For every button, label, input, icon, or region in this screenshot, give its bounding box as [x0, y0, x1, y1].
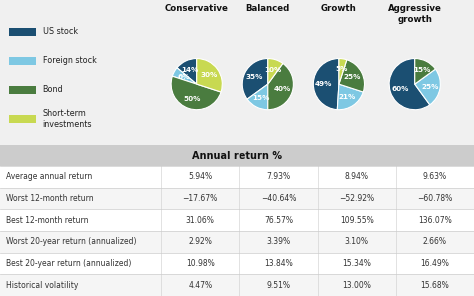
Text: 15.34%: 15.34%: [342, 259, 371, 268]
Text: 2.92%: 2.92%: [188, 237, 212, 246]
Text: Worst 12-month return: Worst 12-month return: [6, 194, 93, 203]
Text: 50%: 50%: [183, 96, 201, 102]
Text: 49%: 49%: [315, 81, 332, 87]
Text: −17.67%: −17.67%: [182, 194, 218, 203]
Text: 13.84%: 13.84%: [264, 259, 293, 268]
Text: 6%: 6%: [177, 74, 190, 80]
Text: 25%: 25%: [344, 74, 361, 80]
Text: 15%: 15%: [252, 95, 270, 101]
Text: 136.07%: 136.07%: [418, 216, 452, 225]
Bar: [0, 166, 474, 188]
Text: 13.00%: 13.00%: [342, 281, 371, 290]
Text: Worst 20-year return (annualized): Worst 20-year return (annualized): [6, 237, 136, 246]
Text: Conservative: Conservative: [165, 4, 228, 13]
Text: 4.47%: 4.47%: [188, 281, 212, 290]
Wedge shape: [339, 59, 347, 84]
Text: 31.06%: 31.06%: [186, 216, 215, 225]
Bar: [0, 188, 474, 210]
Text: 10%: 10%: [264, 67, 281, 73]
Wedge shape: [339, 60, 365, 92]
Bar: [0, 253, 474, 274]
Bar: [0, 274, 474, 296]
Text: 21%: 21%: [339, 94, 356, 100]
Text: US stock: US stock: [43, 28, 78, 36]
Wedge shape: [242, 59, 268, 99]
Text: 5.94%: 5.94%: [188, 173, 212, 181]
Text: Best 12-month return: Best 12-month return: [6, 216, 88, 225]
Bar: [0, 145, 474, 166]
Text: 9.51%: 9.51%: [266, 281, 291, 290]
Wedge shape: [313, 59, 339, 110]
Text: 15%: 15%: [413, 67, 430, 73]
Text: −60.78%: −60.78%: [417, 194, 453, 203]
Text: 25%: 25%: [421, 83, 438, 89]
Bar: [9, 57, 36, 65]
Text: 76.57%: 76.57%: [264, 216, 293, 225]
Text: 9.63%: 9.63%: [423, 173, 447, 181]
Text: 60%: 60%: [392, 86, 409, 92]
Text: 109.55%: 109.55%: [340, 216, 374, 225]
Text: 15.68%: 15.68%: [420, 281, 449, 290]
Wedge shape: [173, 68, 197, 84]
Wedge shape: [177, 59, 197, 84]
Text: 3.39%: 3.39%: [266, 237, 291, 246]
Wedge shape: [337, 84, 363, 110]
Bar: [9, 115, 36, 123]
Text: 16.49%: 16.49%: [420, 259, 449, 268]
Text: 10.98%: 10.98%: [186, 259, 215, 268]
Wedge shape: [171, 76, 221, 110]
Text: −52.92%: −52.92%: [339, 194, 374, 203]
Wedge shape: [268, 63, 293, 110]
Text: 2.66%: 2.66%: [423, 237, 447, 246]
Bar: [9, 28, 36, 36]
Bar: [0, 231, 474, 253]
Text: Balanced: Balanced: [246, 4, 290, 13]
Text: Short-term
investments: Short-term investments: [43, 109, 92, 129]
Wedge shape: [197, 59, 222, 92]
Text: Foreign stock: Foreign stock: [43, 57, 97, 65]
Text: 14%: 14%: [182, 67, 199, 73]
Wedge shape: [389, 59, 430, 110]
Bar: [9, 86, 36, 94]
Wedge shape: [415, 69, 440, 105]
Text: −40.64%: −40.64%: [261, 194, 296, 203]
Text: 7.93%: 7.93%: [266, 173, 291, 181]
Text: Historical volatility: Historical volatility: [6, 281, 78, 290]
Wedge shape: [268, 59, 283, 84]
Bar: [0, 210, 474, 231]
Text: Bond: Bond: [43, 86, 64, 94]
Wedge shape: [415, 59, 436, 84]
Text: 5%: 5%: [335, 66, 347, 72]
Text: 30%: 30%: [201, 72, 218, 78]
Text: 40%: 40%: [274, 86, 291, 92]
Text: 35%: 35%: [246, 74, 263, 80]
Text: Annual return %: Annual return %: [192, 151, 282, 161]
Text: 3.10%: 3.10%: [345, 237, 369, 246]
Text: Average annual return: Average annual return: [6, 173, 92, 181]
Text: Growth: Growth: [321, 4, 357, 13]
Text: Best 20-year return (annualized): Best 20-year return (annualized): [6, 259, 131, 268]
Wedge shape: [247, 84, 268, 110]
Text: 8.94%: 8.94%: [345, 173, 369, 181]
Text: Aggressive
growth: Aggressive growth: [388, 4, 442, 24]
